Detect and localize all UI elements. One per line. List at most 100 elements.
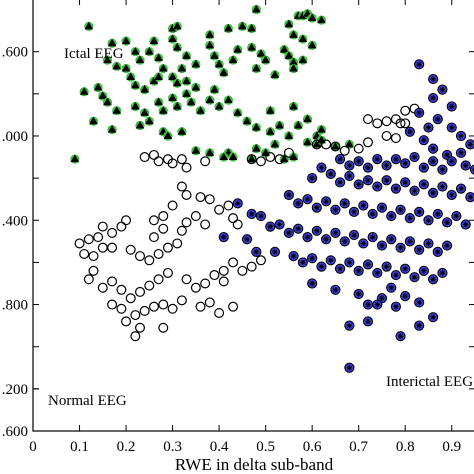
- ictal-point-triangle: [172, 101, 182, 110]
- interictal-point-star: [435, 211, 441, 217]
- ictal-point-triangle: [307, 40, 317, 49]
- interictal-point: [376, 202, 388, 213]
- interictal-point: [428, 73, 439, 85]
- ictal-point-triangle: [177, 63, 187, 72]
- interictal-point-star: [393, 186, 399, 192]
- interictal-point: [455, 147, 467, 158]
- ictal-point: [191, 82, 201, 93]
- interictal-point-star: [346, 259, 352, 266]
- ictal-point-triangle: [131, 101, 140, 110]
- ictal-point: [219, 68, 229, 78]
- interictal-point: [460, 160, 471, 171]
- ictal-point: [214, 59, 224, 69]
- ictal-point-triangle: [242, 116, 252, 125]
- ictal-point-triangle: [247, 42, 256, 51]
- interictal-point-star: [407, 238, 413, 244]
- normal-point: [237, 265, 248, 276]
- interictal-point: [432, 208, 443, 220]
- ictal-point: [121, 63, 131, 74]
- ictal-point: [228, 55, 238, 65]
- ictal-point: [130, 47, 140, 57]
- interictal-point: [321, 196, 332, 207]
- interictal-point-star: [384, 162, 390, 169]
- interictal-point: [381, 175, 392, 186]
- interictal-point: [302, 232, 313, 243]
- ictal-point-triangle: [93, 82, 103, 91]
- ictal-point: [181, 89, 192, 99]
- interictal-point: [367, 208, 378, 220]
- interictal-point: [372, 299, 383, 310]
- interictal-point: [446, 122, 457, 133]
- normal-point: [107, 299, 118, 310]
- ictal-point-triangle: [205, 148, 215, 156]
- interictal-point-star: [286, 230, 292, 236]
- interictal-point: [376, 240, 388, 251]
- ictal-point-triangle: [126, 72, 136, 80]
- interictal-point: [241, 234, 253, 245]
- normal-point: [330, 141, 341, 152]
- normal-point: [144, 280, 155, 291]
- x-tick-label: 0: [29, 439, 37, 455]
- ictal-point: [251, 122, 261, 133]
- interictal-point: [344, 257, 355, 268]
- ictal-point-triangle: [121, 63, 131, 72]
- interictal-point: [311, 225, 322, 236]
- interictal-point-star: [304, 196, 311, 202]
- ictal-point: [251, 144, 261, 154]
- normal-point: [195, 301, 206, 312]
- y-tick-label: .400: [2, 213, 28, 229]
- ictal-point-triangle: [289, 101, 298, 110]
- interictal-point: [437, 84, 448, 95]
- normal-point: [153, 156, 164, 167]
- ictal-point-triangle: [293, 120, 303, 129]
- interictal-point-star: [430, 158, 436, 164]
- interictal-point: [395, 242, 406, 253]
- normal-point: [311, 139, 322, 150]
- x-axis-title: RWE in delta sub-band: [175, 455, 334, 474]
- ictal-point-triangle: [205, 95, 215, 104]
- interictal-point-star: [407, 129, 413, 135]
- ictal-point: [214, 101, 224, 112]
- interictal-point: [381, 160, 392, 171]
- interictal-point-star: [416, 61, 422, 67]
- interictal-point-star: [318, 164, 325, 171]
- interictal-point-star: [449, 192, 455, 198]
- interictal-point: [344, 320, 355, 331]
- ictal-point: [112, 106, 122, 116]
- ictal-point: [172, 78, 182, 88]
- interictal-point-star: [384, 264, 390, 270]
- interictal-point-star: [360, 240, 366, 247]
- interictal-point: [390, 301, 402, 312]
- interictal-point: [330, 284, 341, 295]
- interictal-point: [418, 162, 429, 173]
- ictal-point: [177, 127, 187, 137]
- interictal-point-star: [439, 183, 446, 190]
- interictal-point: [418, 179, 429, 190]
- interictal-point: [400, 158, 411, 169]
- normal-point: [176, 295, 187, 306]
- x-axis-ticks: 0 0.1 0.2 0.3 0.4 0.5 0.6 0.7 0.8 0.9: [29, 0, 461, 455]
- ictal-point-triangle: [317, 135, 326, 144]
- interictal-point: [465, 139, 474, 150]
- x-tick-label: 0.5: [256, 439, 275, 455]
- ictal-point-triangle: [228, 152, 238, 161]
- ictal-point: [167, 34, 178, 44]
- interictal-point-star: [309, 280, 315, 287]
- interictal-point: [441, 217, 453, 228]
- interictal-point: [302, 194, 313, 205]
- interictal-point: [307, 253, 318, 264]
- ictal-point: [163, 131, 173, 141]
- interictal-point-star: [346, 323, 352, 329]
- normal-point: [209, 270, 220, 281]
- interictal-point: [386, 282, 397, 293]
- ictal-point: [154, 97, 164, 107]
- interictal-point: [418, 135, 429, 146]
- interictal-point: [283, 227, 294, 239]
- ictal-point-triangle: [182, 89, 191, 97]
- interictal-point: [409, 151, 420, 163]
- ictal-point: [205, 95, 215, 105]
- interictal-point-star: [402, 266, 408, 272]
- interictal-point-star: [379, 295, 385, 301]
- interictal-point-star: [356, 268, 362, 274]
